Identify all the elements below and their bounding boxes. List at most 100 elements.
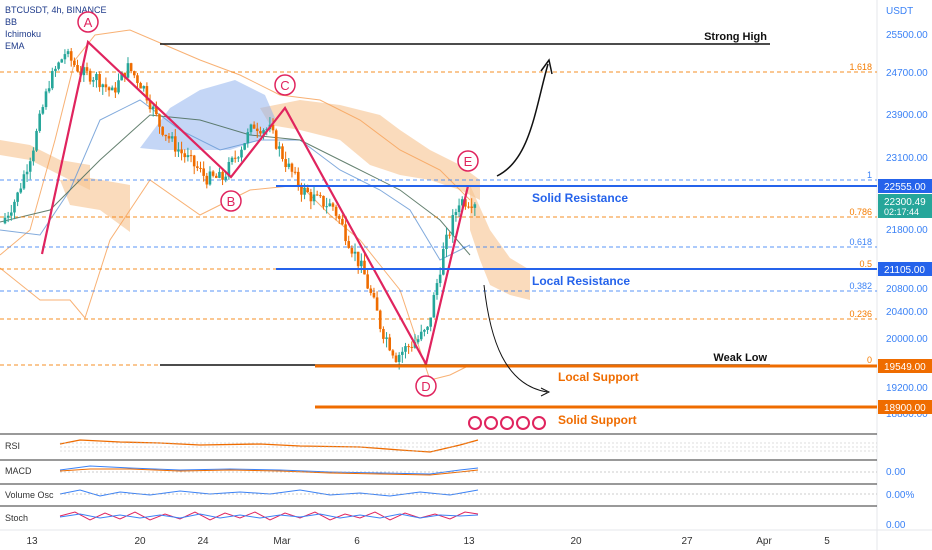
candle-body — [306, 187, 310, 193]
local-support-label: Local Support — [558, 370, 639, 384]
event-flag-icon[interactable] — [500, 416, 514, 430]
candle-body — [432, 294, 436, 318]
candle-body — [391, 350, 395, 356]
harmonic-pattern-line — [40, 39, 470, 368]
pattern-point-e[interactable]: E — [457, 150, 479, 172]
candle-body — [114, 87, 117, 93]
candle-body — [281, 146, 284, 160]
candle-body — [63, 54, 67, 60]
indicator-ema[interactable]: EMA — [5, 41, 25, 51]
candle-body — [199, 167, 202, 169]
candle-body — [132, 71, 136, 76]
time-tick-label: 24 — [197, 536, 209, 547]
stoch-panel-label[interactable]: Stoch — [5, 513, 28, 523]
candle-body — [35, 130, 38, 151]
candle-body — [95, 74, 98, 81]
bearish-projection-arrow — [483, 284, 548, 393]
candle-body — [451, 215, 455, 236]
candle-body — [41, 107, 45, 114]
pattern-point-a[interactable]: A — [77, 11, 99, 33]
candle-body — [10, 212, 13, 216]
candle-body — [319, 195, 322, 197]
candle-body — [460, 199, 464, 206]
candle-body — [186, 155, 190, 158]
pattern-point-d[interactable]: D — [415, 375, 437, 397]
symbol-title[interactable]: BTCUSDT, 4h, BINANCE — [5, 5, 107, 15]
candle-body — [341, 218, 344, 225]
candle-body — [249, 124, 253, 133]
candle-body — [337, 215, 341, 219]
fib-level-label: 0.236 — [849, 309, 872, 319]
candle-body — [296, 171, 300, 186]
bullish-arrow-head — [540, 58, 553, 75]
candle-body — [454, 212, 458, 216]
candle-body — [13, 201, 16, 213]
candle-body — [429, 317, 432, 327]
ichimoku-cloud-segment — [260, 100, 480, 200]
price-tick-label: 21800.00 — [886, 225, 928, 236]
candle-body — [274, 130, 278, 149]
economic-events[interactable] — [468, 416, 546, 430]
candle-body — [240, 149, 243, 158]
fib-level-label: 0.618 — [849, 237, 872, 247]
price-tick-label: 20000.00 — [886, 334, 928, 345]
candle-body — [290, 163, 294, 172]
macd-panel-label[interactable]: MACD — [5, 466, 32, 476]
event-flag-icon[interactable] — [532, 416, 546, 430]
fib-level-label: 1.618 — [849, 62, 872, 72]
candle-body — [448, 234, 451, 236]
candle-body — [300, 185, 303, 195]
pattern-lines — [40, 39, 470, 368]
candle-body — [410, 346, 414, 348]
indicator-line — [0, 179, 471, 381]
candle-body — [139, 83, 142, 89]
candle-body — [401, 351, 404, 355]
candle-body — [464, 199, 467, 207]
indicator-line — [0, 29, 471, 256]
event-flag-icon[interactable] — [468, 416, 482, 430]
candle-body — [145, 86, 149, 101]
event-flag-icon[interactable] — [484, 416, 498, 430]
event-flag-icon[interactable] — [516, 416, 530, 430]
candle-body — [278, 146, 281, 149]
candle-body — [419, 331, 423, 340]
candle-body — [151, 106, 155, 110]
indicator-line — [0, 114, 471, 256]
solid-resistance-label: Solid Resistance — [532, 191, 628, 205]
indicator-ichimoku[interactable]: Ichimoku — [5, 29, 42, 39]
candle-body — [205, 175, 209, 185]
candle-body — [227, 162, 231, 177]
candle-body — [457, 205, 461, 213]
candle-body — [388, 337, 392, 351]
candle-body — [366, 274, 369, 289]
pattern-point-b[interactable]: B — [220, 190, 242, 212]
pattern-point-c[interactable]: C — [274, 74, 296, 96]
candle-body — [38, 113, 41, 131]
fibonacci-levels: 1.618 1 0.786 0.618 0.5 0.382 0.236 0 — [0, 62, 877, 366]
price-tick-label: 18800.00 — [886, 409, 928, 420]
stoch-k-line — [59, 511, 479, 521]
bearish-arrow-head — [540, 387, 551, 397]
indicator-bb[interactable]: BB — [5, 17, 18, 27]
svg-text:19549.00: 19549.00 — [884, 362, 926, 373]
pattern-label-d: D — [421, 379, 430, 394]
candle-body — [435, 283, 439, 295]
local-resistance-tag: 21105.00 — [878, 262, 932, 276]
candle-body — [51, 71, 54, 89]
candle-body — [397, 354, 401, 362]
pattern-label-c: C — [280, 78, 289, 93]
candle-body — [255, 128, 259, 132]
candle-body — [158, 114, 161, 127]
oscillator-panels — [59, 439, 877, 521]
indicator-line — [0, 99, 471, 261]
time-tick-label: 27 — [681, 536, 693, 547]
candlesticks — [3, 48, 477, 370]
candle-body — [19, 188, 23, 193]
rsi-panel-label[interactable]: RSI — [5, 441, 20, 451]
price-tick-label: 25500.00 — [886, 30, 928, 41]
candle-body — [183, 153, 187, 158]
volume-osc-panel-label[interactable]: Volume Osc — [5, 490, 54, 500]
candle-body — [101, 84, 105, 88]
local-resistance-label: Local Resistance — [532, 274, 630, 288]
